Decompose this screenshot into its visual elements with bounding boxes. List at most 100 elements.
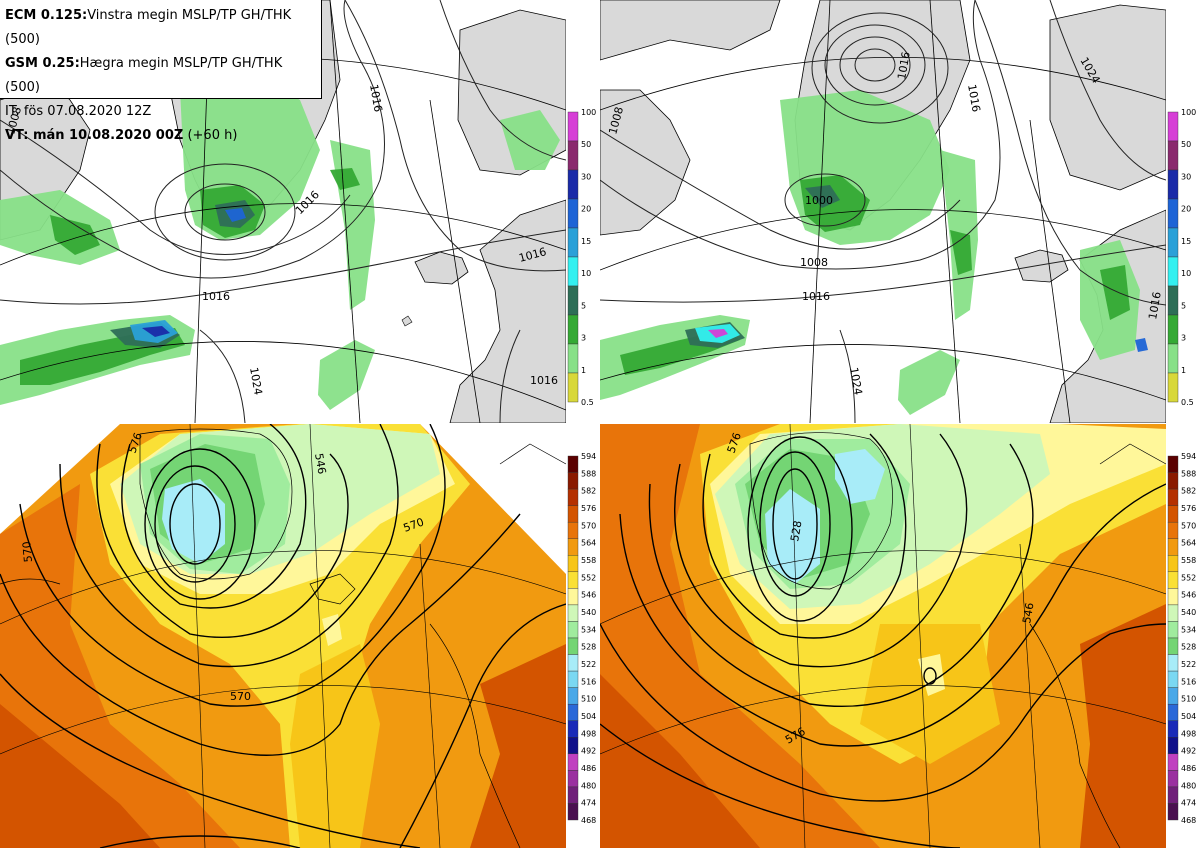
thickness-tick-label: 588 [581, 469, 596, 478]
thickness-contour-label: 570 [230, 690, 251, 703]
precip-tick-label: 1 [581, 366, 586, 375]
thickness-contour-label: 570 [20, 541, 35, 563]
thickness-swatch [567, 538, 579, 556]
iceland-land [414, 251, 469, 285]
precip-tick-label: 1 [1181, 366, 1186, 375]
arctic-islands-land [600, 0, 781, 61]
thickness-swatch [1167, 538, 1179, 556]
precipitation-field [600, 90, 1148, 415]
thickness-tick-label: 534 [1181, 625, 1196, 634]
thickness-swatch [567, 472, 579, 490]
precip-swatch [1167, 256, 1179, 287]
precip-tick-label: 100 [1181, 108, 1196, 117]
thickness-tick-label: 546 [1181, 591, 1196, 600]
precip-swatch [567, 372, 579, 403]
precip-swatch [567, 169, 579, 200]
thickness-swatch [1167, 588, 1179, 606]
thickness-tick-label: 576 [581, 504, 596, 513]
precip-swatch [1167, 285, 1179, 316]
thickness-swatch [1167, 654, 1179, 672]
thickness-tick-label: 582 [581, 487, 596, 496]
thickness-swatch [1167, 571, 1179, 589]
thickness-swatch [1167, 521, 1179, 539]
thickness-tick-label: 552 [581, 573, 596, 582]
isobar-label: 1008 [800, 256, 828, 269]
isobar-label: 1016 [802, 290, 830, 303]
thickness-tick-label: 594 [581, 452, 596, 461]
thickness-swatch [1167, 670, 1179, 688]
precip-swatch [567, 256, 579, 287]
thickness-swatch [567, 786, 579, 804]
thickness-tick-label: 510 [581, 695, 596, 704]
isobar-label: 1016 [1146, 291, 1164, 321]
thickness-contour-label: 546 [312, 452, 328, 475]
thickness-tick-label: 570 [1181, 521, 1196, 530]
thickness-tick-label: 468 [1181, 816, 1196, 825]
precip-tick-label: 0.5 [581, 398, 594, 407]
precipitation-field [0, 70, 560, 410]
isobar-label: 1016 [895, 51, 913, 81]
thickness-tick-label: 582 [1181, 487, 1196, 496]
thickness-tick-label: 558 [1181, 556, 1196, 565]
thickness-tick-label: 516 [581, 677, 596, 686]
precip-swatch [1167, 343, 1179, 374]
thickness-tick-label: 492 [581, 747, 596, 756]
ecm-500-thickness-map: 546 570 570 570 576 [0, 424, 566, 848]
thickness-swatch [1167, 505, 1179, 523]
precip-tick-label: 15 [581, 237, 591, 246]
thickness-tick-label: 480 [1181, 781, 1196, 790]
thickness-swatch [567, 753, 579, 771]
gsm-description: Hægra megin MSLP/TP GH/THK (500) [5, 56, 283, 95]
isobars [600, 0, 1166, 423]
thickness-swatch [567, 555, 579, 573]
gsm-info-line: GSM 0.25:Hægra megin MSLP/TP GH/THK (500… [5, 52, 321, 100]
norway-land [449, 199, 566, 423]
thickness-tick-label: 564 [581, 539, 596, 548]
precip-swatch [567, 111, 579, 142]
valid-time: VT: mán 10.08.2020 00Z [5, 128, 184, 143]
precip-tick-label: 20 [1181, 205, 1191, 214]
thickness-tick-label: 516 [1181, 677, 1196, 686]
coastlines [749, 432, 1166, 848]
thickness-tick-label: 486 [581, 764, 596, 773]
thickness-tick-label: 510 [1181, 695, 1196, 704]
coastlines [0, 428, 566, 848]
thickness-tick-label: 540 [1181, 608, 1196, 617]
thickness-tick-label: 552 [1181, 573, 1196, 582]
precip-tick-label: 30 [1181, 172, 1191, 181]
isobar-label: 1016 [202, 290, 230, 303]
thickness-tick-label: 492 [1181, 747, 1196, 756]
precip-swatch [1167, 227, 1179, 258]
thickness-swatch [1167, 455, 1179, 473]
thickness-swatch [567, 521, 579, 539]
thickness-swatch [567, 670, 579, 688]
precip-swatch [567, 140, 579, 171]
thickness-tick-label: 576 [1181, 504, 1196, 513]
precip-tick-label: 30 [581, 172, 591, 181]
thickness-swatch [1167, 786, 1179, 804]
precip-colorbar-right: 100 50 30 20 15 10 5 3 1 0.5 [1167, 108, 1198, 407]
thickness-tick-label: 528 [581, 643, 596, 652]
thickness-swatch [1167, 803, 1179, 821]
precip-tick-label: 10 [1181, 269, 1191, 278]
thickness-swatch [567, 737, 579, 755]
thickness-swatch [567, 637, 579, 655]
thickness-tick-label: 498 [581, 729, 596, 738]
precip-swatch [567, 227, 579, 258]
iceland-land [1014, 249, 1069, 283]
thickness-swatch [1167, 687, 1179, 705]
thickness-swatch [567, 803, 579, 821]
thickness-swatch [567, 604, 579, 622]
precip-swatch [1167, 169, 1179, 200]
valid-time-line: VT: mán 10.08.2020 00Z (+60 h) [5, 124, 321, 148]
thickness-tick-label: 474 [581, 799, 596, 808]
thickness-swatch [567, 687, 579, 705]
thickness-tick-label: 480 [581, 781, 596, 790]
precip-tick-label: 10 [581, 269, 591, 278]
precip-swatch [1167, 198, 1179, 229]
thickness-swatch [1167, 472, 1179, 490]
thickness-swatch [1167, 637, 1179, 655]
thickness-colorbar-left: 594 588 582 576 570 564 558 552 546 540 534 528 522 5… [567, 452, 598, 826]
thickness-tick-label: 534 [581, 625, 596, 634]
thickness-tick-label: 486 [1181, 764, 1196, 773]
